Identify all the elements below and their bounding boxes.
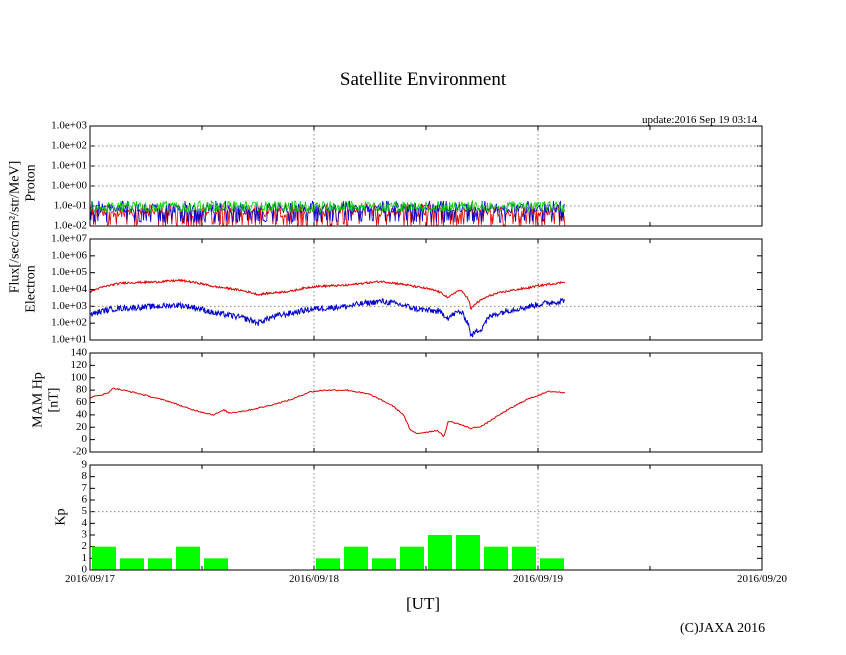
kp-bar bbox=[428, 535, 452, 570]
y-tick-label: 1.0e+06 bbox=[51, 249, 87, 261]
y-tick-label: 5 bbox=[82, 505, 88, 517]
mam-hp-axis-label: MAM Hp bbox=[30, 372, 46, 428]
kp-bar bbox=[148, 558, 172, 570]
y-tick-label: 3 bbox=[82, 529, 88, 541]
electron-series-blue bbox=[89, 297, 566, 338]
y-tick-label: 6 bbox=[82, 494, 88, 506]
update-timestamp: update:2016 Sep 19 03:14 bbox=[642, 114, 758, 126]
kp-bar bbox=[372, 558, 396, 570]
y-tick-label: 120 bbox=[71, 359, 88, 371]
x-axis-label: [UT] bbox=[406, 594, 440, 613]
kp-bar bbox=[176, 546, 200, 570]
mam_hp-series-red bbox=[89, 387, 566, 438]
y-tick-label: 20 bbox=[76, 421, 88, 433]
y-tick-label: 40 bbox=[76, 408, 88, 420]
chart-title: Satellite Environment bbox=[339, 69, 507, 90]
x-tick-label: 2016/09/20 bbox=[736, 573, 788, 585]
y-tick-label: 1 bbox=[82, 552, 88, 564]
y-tick-label: 0 bbox=[82, 564, 88, 576]
kp-bar bbox=[120, 558, 144, 570]
kp-bar bbox=[204, 558, 228, 570]
panel-frame-kp bbox=[89, 464, 763, 571]
y-tick-label: 1.0e+04 bbox=[51, 283, 87, 295]
kp-bar bbox=[92, 546, 116, 570]
y-tick-label: 9 bbox=[82, 459, 88, 471]
proton-axis-label: Proton bbox=[23, 164, 39, 202]
y-tick-label: 100 bbox=[71, 371, 88, 383]
y-tick-label: 1.0e-02 bbox=[54, 220, 87, 232]
y-tick-label: 1.0e-01 bbox=[54, 200, 87, 212]
panel-frame-electron bbox=[89, 238, 763, 341]
kp-bar bbox=[484, 546, 508, 570]
kp-bar bbox=[344, 546, 368, 570]
kp-bar bbox=[512, 546, 536, 570]
y-tick-label: 1.0e+03 bbox=[51, 300, 87, 312]
flux-axis-label: Flux[/sec/cm²/str/MeV] bbox=[7, 160, 23, 294]
panel-frame-mam_hp bbox=[89, 352, 763, 453]
mam-hp-unit-label: [nT] bbox=[46, 387, 62, 413]
electron-series-red bbox=[89, 278, 566, 311]
x-tick-label: 2016/09/18 bbox=[288, 573, 340, 585]
x-tick-label: 2016/09/19 bbox=[512, 573, 564, 585]
y-tick-label: 7 bbox=[82, 482, 88, 494]
y-tick-label: 140 bbox=[71, 347, 88, 359]
kp-bar bbox=[400, 546, 424, 570]
y-tick-label: 1.0e+01 bbox=[51, 160, 87, 172]
y-tick-label: 1.0e+05 bbox=[51, 266, 87, 278]
copyright: (C)JAXA 2016 bbox=[680, 621, 766, 636]
y-tick-label: 1.0e+00 bbox=[51, 180, 87, 192]
y-tick-label: -20 bbox=[72, 446, 87, 458]
y-tick-label: 8 bbox=[82, 470, 88, 482]
y-tick-label: 0 bbox=[82, 433, 88, 445]
y-tick-label: 1.0e+07 bbox=[51, 233, 87, 245]
y-tick-label: 1.0e+03 bbox=[51, 120, 87, 132]
proton-series-green bbox=[89, 199, 566, 214]
kp-axis-label: Kp bbox=[53, 508, 69, 526]
panel-frame-proton bbox=[89, 125, 763, 227]
y-tick-label: 1.0e+02 bbox=[51, 140, 87, 152]
kp-bar bbox=[316, 558, 340, 570]
y-tick-label: 60 bbox=[76, 396, 88, 408]
y-tick-label: 80 bbox=[76, 384, 88, 396]
y-tick-label: 1.0e+02 bbox=[51, 317, 87, 329]
y-tick-label: 4 bbox=[82, 517, 88, 529]
proton-series-blue bbox=[89, 200, 566, 224]
kp-bar bbox=[540, 558, 564, 570]
y-tick-label: 2 bbox=[82, 540, 88, 552]
x-tick-label: 2016/09/17 bbox=[64, 573, 116, 585]
electron-axis-label: Electron bbox=[23, 265, 39, 313]
kp-bar bbox=[456, 535, 480, 570]
y-tick-label: 1.0e+01 bbox=[51, 334, 87, 346]
